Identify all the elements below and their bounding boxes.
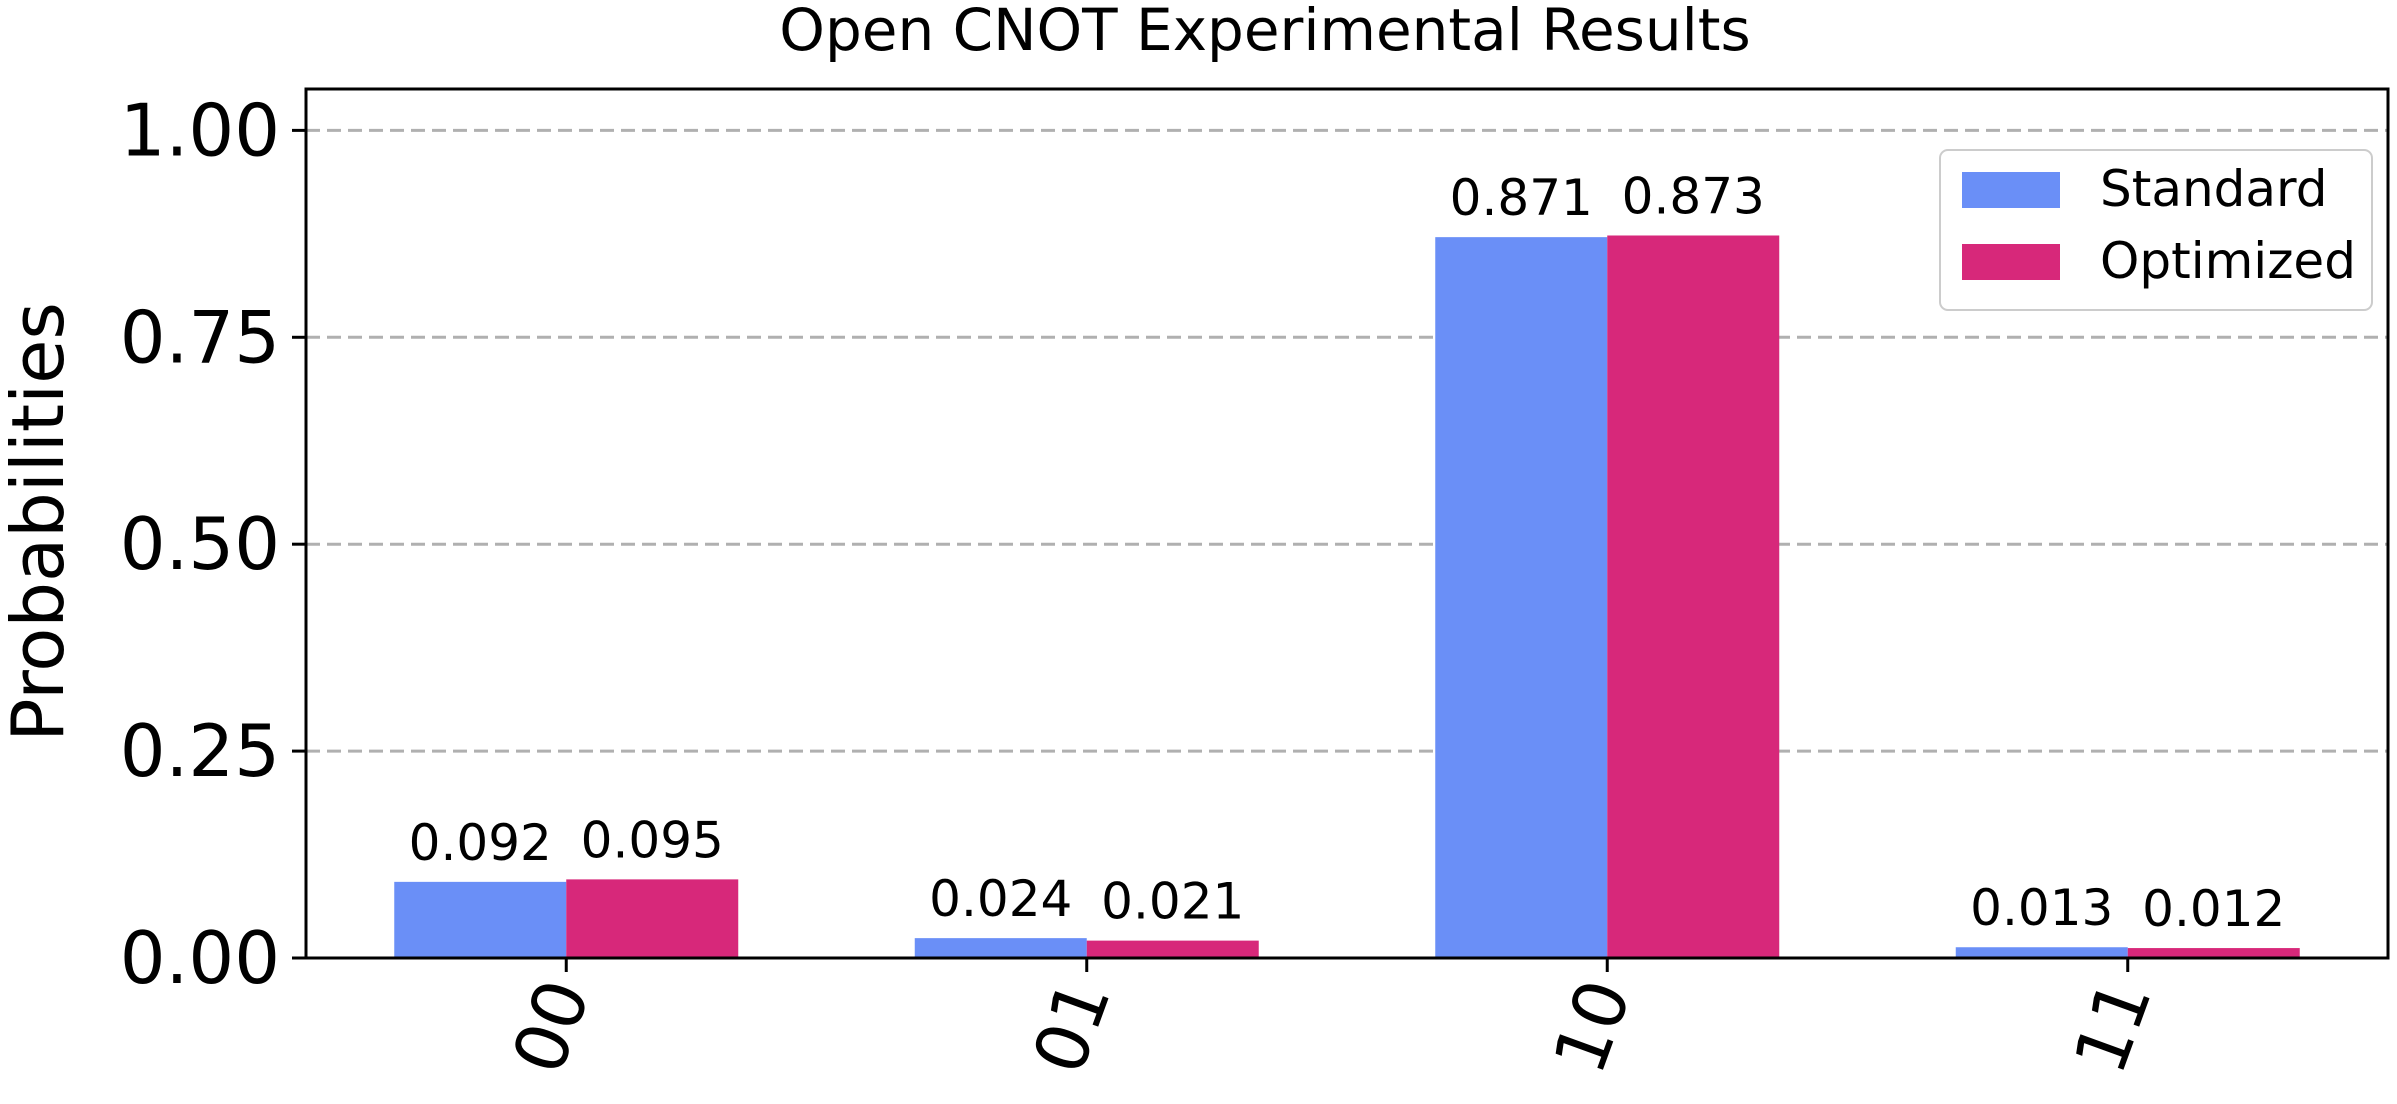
y-tick-label: 1.00 [120,88,280,172]
legend-label: Standard [2100,160,2327,218]
bar-optimized-11 [2127,948,2300,958]
legend-label: Optimized [2100,232,2356,290]
legend-swatch-standard [1962,172,2060,208]
x-tick-label: 00 [496,969,606,1084]
plot-frame [304,87,2390,960]
data-label: 0.873 [1622,167,1765,225]
data-label: 0.092 [409,814,552,872]
bar-standard-10 [1435,237,1608,959]
gridlines [306,128,2388,753]
data-label: 0.021 [1101,873,1244,931]
x-tick-label: 10 [1537,969,1647,1084]
x-tick-label: 01 [1016,969,1126,1084]
legend: Standard Optimized [1939,149,2373,311]
data-label: 0.871 [1450,169,1593,227]
bar-standard-11 [1955,947,2128,958]
bars [394,235,2300,959]
bar-optimized-00 [566,879,739,958]
y-tick-label: 0.25 [120,709,280,793]
axes [304,87,2390,960]
y-tick-label: 0.50 [120,502,280,586]
data-labels: 0.092 0.095 0.024 0.021 0.871 0.873 0.013 0.012 [409,167,2286,938]
data-label: 0.013 [1970,879,2113,937]
bar-standard-01 [914,938,1087,958]
data-label: 0.012 [2142,880,2285,938]
y-axis-label: Probabilities [0,302,80,742]
legend-swatch-optimized [1962,244,2060,280]
y-tick-label: 0.00 [120,916,280,1000]
data-label: 0.095 [581,811,724,869]
bar-standard-00 [394,881,567,958]
y-tick-label: 0.75 [120,295,280,379]
bar-optimized-10 [1607,235,1780,958]
bar-optimized-01 [1086,940,1259,958]
chart-title: Open CNOT Experimental Results [779,0,1750,64]
data-label: 0.024 [929,870,1072,928]
x-tick-label: 11 [2057,969,2167,1084]
